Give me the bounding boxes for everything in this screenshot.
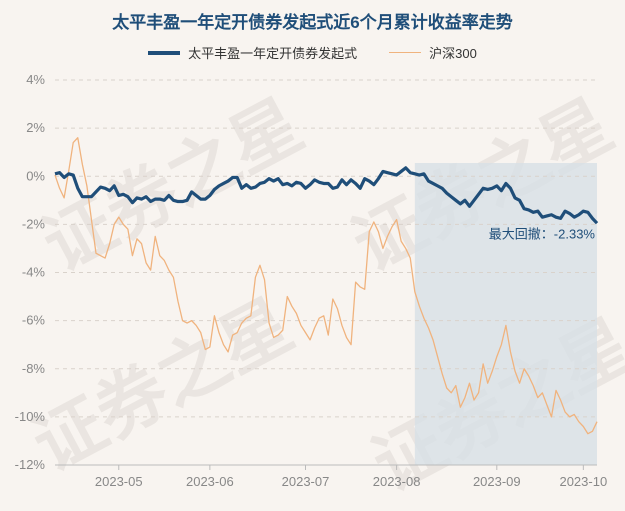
max-drawdown-annotation: 最大回撤：-2.33% [489, 226, 596, 241]
legend: 太平丰盈一年定开债券发起式 沪深300 [0, 43, 625, 62]
y-tick-label: 4% [26, 72, 45, 87]
series-line-hs300 [54, 137, 598, 435]
y-tick-label: -10% [15, 409, 46, 424]
chart: 太平丰盈一年定开债券发起式近6个月累计收益率走势 太平丰盈一年定开债券发起式 沪… [0, 13, 625, 507]
legend-swatch-hs300 [389, 51, 422, 54]
y-tick-label: -2% [22, 216, 46, 231]
plot-area: 4% 2% 0% -2% -4% -6% -8% -10% -12% 2023-05 2023-06… [15, 72, 608, 489]
y-tick-label: -4% [22, 265, 46, 280]
y-tick-label: -12% [15, 457, 46, 472]
drawdown-region [414, 163, 597, 465]
x-tick-label: 2023-05 [95, 474, 143, 489]
x-tick-label: 2023-07 [282, 474, 330, 489]
y-tick-label: 0% [26, 168, 45, 183]
legend-swatch-fund [148, 50, 181, 55]
y-tick-label: -6% [22, 313, 46, 328]
chart-title: 太平丰盈一年定开债券发起式近6个月累计收益率走势 [112, 13, 513, 32]
legend-label-hs300: 沪深300 [429, 46, 477, 61]
x-tick-label: 2023-06 [186, 474, 234, 489]
x-tick-label: 2023-08 [373, 474, 421, 489]
y-tick-label: 2% [26, 120, 45, 135]
legend-label-fund: 太平丰盈一年定开债券发起式 [188, 46, 358, 61]
legend-item-hs300[interactable]: 沪深300 [389, 43, 477, 62]
legend-item-fund[interactable]: 太平丰盈一年定开债券发起式 [148, 43, 357, 62]
x-tick-label: 2023-10 [559, 474, 607, 489]
y-tick-label: -8% [22, 361, 46, 376]
series-line-fund [54, 166, 599, 225]
x-tick-label: 2023-09 [473, 474, 521, 489]
